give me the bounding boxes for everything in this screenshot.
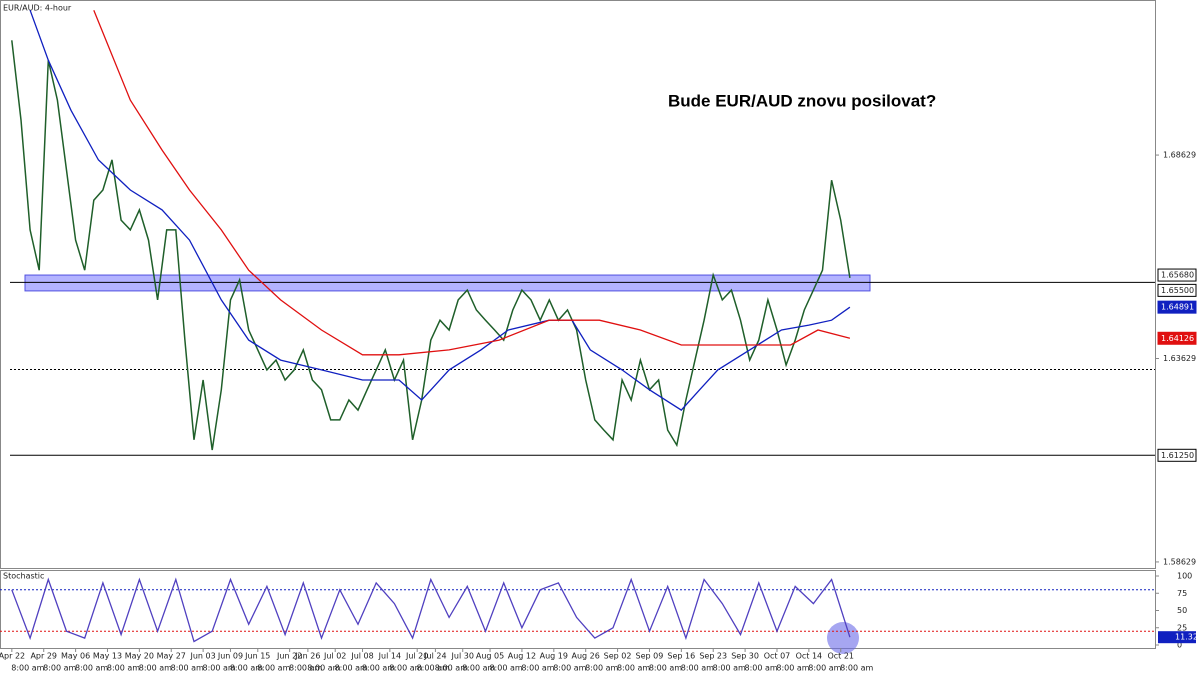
stochastic-panel: [0, 570, 1156, 649]
stochastic-label: Stochastic: [3, 572, 44, 581]
time-label: 8:00 am: [230, 664, 263, 673]
series-line: [93, 9, 851, 356]
time-label: 8:00 am: [489, 664, 522, 673]
chart-title: Bude EUR/AUD znovu posilovat?: [668, 91, 936, 110]
x-tick-label: Aug 12: [508, 652, 536, 661]
y-tick-label: 75: [1177, 589, 1187, 598]
x-tick-label: Jun 03: [190, 652, 216, 661]
x-tick-label: May 13: [93, 652, 122, 661]
x-tick-label: Sep 16: [667, 652, 695, 661]
time-label: 8:00 am: [808, 664, 841, 673]
time-label: 8:00 am: [203, 664, 236, 673]
x-tick-label: Oct 14: [796, 652, 823, 661]
time-label: 8:00 am: [435, 664, 468, 673]
y-tick-label: 1.63629: [1163, 354, 1196, 363]
time-label: 8:00 am: [257, 664, 290, 673]
time-label: 8:00 am: [840, 664, 873, 673]
x-tick-label: Jun 22: [276, 652, 302, 661]
time-label: 8:00 am: [713, 664, 746, 673]
x-tick-label: Sep 09: [636, 652, 664, 661]
time-label: 8:00 am: [139, 664, 172, 673]
time-label: 8:00 am: [307, 664, 340, 673]
time-label: 8:00 am: [43, 664, 76, 673]
price-tag-label: 1.65500: [1161, 286, 1194, 295]
price-tag: [1157, 283, 1197, 297]
pair-label: EUR/AUD: 4-hour: [3, 4, 72, 13]
x-tick-label: Jun 26: [294, 652, 320, 661]
price-tag: [1157, 300, 1197, 314]
time-label: 8:00 am: [11, 664, 44, 673]
series-line: [11, 40, 851, 451]
y-tick-label: 1.58629: [1163, 557, 1196, 566]
x-tick-label: Jul 30: [451, 652, 474, 661]
time-label: 8:00 am: [171, 664, 204, 673]
time-label: 8:00 am: [289, 664, 322, 673]
time-label: 8:00 am: [681, 664, 714, 673]
price-tag-label: 1.64891: [1161, 303, 1194, 312]
series-line: [29, 9, 851, 411]
time-label: 8:00 am: [417, 664, 450, 673]
price-panel: [0, 0, 1156, 569]
time-label: 8:00 am: [389, 664, 422, 673]
x-tick-label: Aug 19: [540, 652, 568, 661]
x-tick-label: Aug 26: [572, 652, 600, 661]
time-label: 8:00 am: [745, 664, 778, 673]
price-tag-label: 1.64126: [1161, 334, 1194, 343]
x-tick-label: Apr 22: [0, 652, 25, 661]
x-tick-label: May 20: [125, 652, 154, 661]
time-label: 8:00 am: [553, 664, 586, 673]
y-tick-label: 25: [1177, 623, 1187, 632]
time-label: 8:00 am: [776, 664, 809, 673]
price-tag: [1157, 331, 1197, 345]
time-label: 8:00 am: [649, 664, 682, 673]
stochastic-tag-label: 11.32: [1175, 633, 1198, 642]
y-tick-label: 0: [1177, 641, 1182, 650]
price-tag-label: 1.61250: [1161, 451, 1194, 460]
x-tick-label: Jul 02: [323, 652, 346, 661]
x-tick-label: Oct 21: [827, 652, 854, 661]
time-label: 8:00 am: [335, 664, 368, 673]
x-tick-label: May 06: [61, 652, 90, 661]
x-tick-label: Jul 20: [405, 652, 428, 661]
price-tag-label: 1.65680: [1161, 271, 1194, 280]
series-line: [11, 577, 851, 643]
support-zone: [24, 274, 871, 292]
time-label: 8:00 am: [585, 664, 618, 673]
x-tick-label: Jun 09: [217, 652, 243, 661]
x-tick-label: Jul 08: [350, 652, 373, 661]
y-tick-label: 100: [1177, 572, 1192, 581]
x-tick-label: Jul 24: [423, 652, 446, 661]
time-label: 8:00 am: [462, 664, 495, 673]
time-label: 8:00 am: [75, 664, 108, 673]
price-tag: [1157, 268, 1197, 282]
x-tick-label: Sep 23: [699, 652, 727, 661]
x-tick-label: Aug 05: [476, 652, 504, 661]
time-label: 8:00 am: [107, 664, 140, 673]
x-tick-label: Apr 29: [30, 652, 57, 661]
x-tick-label: May 27: [157, 652, 186, 661]
x-tick-label: Oct 07: [764, 652, 791, 661]
x-tick-label: Sep 30: [731, 652, 759, 661]
y-tick-label: 50: [1177, 606, 1187, 615]
time-label: 8:00 am: [617, 664, 650, 673]
highlight-circle: [827, 622, 859, 654]
time-label: 8:00 am: [362, 664, 395, 673]
y-tick-label: 1.68629: [1163, 151, 1196, 160]
x-tick-label: Sep 02: [604, 652, 632, 661]
stochastic-tag: [1158, 631, 1196, 644]
time-label: 8:00 am: [521, 664, 554, 673]
x-tick-label: Jul 14: [378, 652, 401, 661]
x-tick-label: Jun 15: [244, 652, 270, 661]
price-tag: [1157, 448, 1197, 462]
